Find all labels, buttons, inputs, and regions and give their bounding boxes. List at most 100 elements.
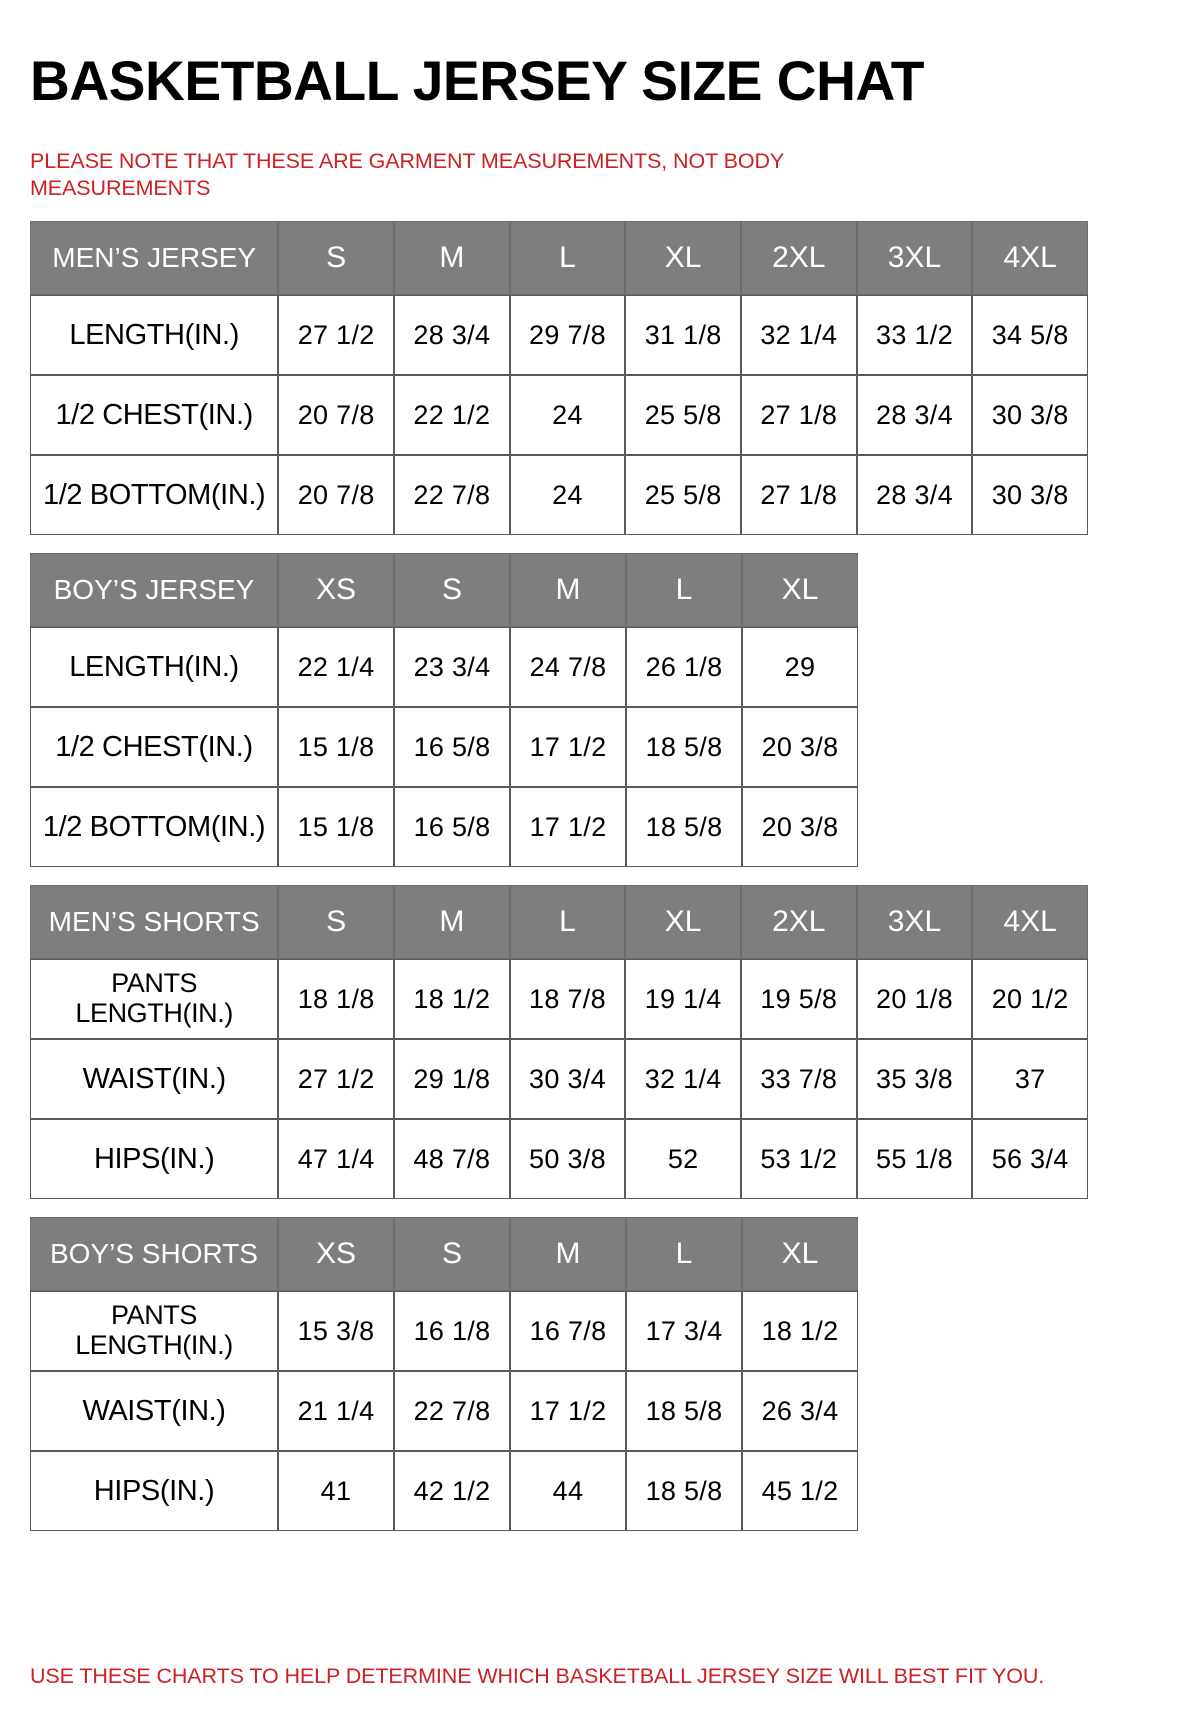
- size-column-header: 3XL: [856, 220, 973, 295]
- measurement-value: 24 7/8: [510, 626, 626, 707]
- measurement-value: 19 1/4: [625, 958, 741, 1039]
- table-row: LENGTH(IN.) 22 1/4 23 3/4 24 7/8 26 1/8 29: [30, 626, 858, 707]
- measurement-label: 1/2 BOTTOM(IN.): [30, 454, 279, 535]
- measurement-value: 30 3/4: [509, 1038, 626, 1119]
- measurement-value: 22 1/2: [394, 374, 510, 455]
- table-corner-label: BOY’S SHORTS: [30, 1216, 278, 1291]
- measurement-value: 23 3/4: [394, 626, 510, 707]
- measurement-value: 20 1/8: [856, 958, 973, 1039]
- measurement-value: 25 5/8: [625, 454, 741, 535]
- measurement-value: 30 3/8: [972, 374, 1088, 455]
- measurement-label: HIPS(IN.): [30, 1450, 278, 1531]
- size-column-header: 3XL: [856, 884, 973, 959]
- measurement-value: 32 1/4: [625, 1038, 741, 1119]
- measurement-value: 27 1/2: [278, 1038, 394, 1119]
- measurement-value: 17 3/4: [626, 1290, 742, 1371]
- measurement-label-line2: LENGTH(IN.): [75, 997, 233, 1028]
- table-corner-label: BOY’S JERSEY: [30, 552, 278, 627]
- measurement-label-line1: PANTS: [111, 968, 198, 999]
- measurement-value: 16 7/8: [510, 1290, 626, 1371]
- size-column-header: S: [278, 884, 394, 959]
- table-row: 1/2 CHEST(IN.) 15 1/8 16 5/8 17 1/2 18 5/8 20…: [30, 706, 858, 787]
- table-row: LENGTH(IN.) 27 1/2 28 3/4 29 7/8 31 1/8 32 1/…: [30, 294, 1088, 375]
- measurement-value: 18 5/8: [626, 1450, 742, 1531]
- size-column-header: XL: [625, 884, 741, 959]
- measurement-value: 34 5/8: [972, 294, 1088, 375]
- table-row: 1/2 BOTTOM(IN.) 20 7/8 22 7/8 24 25 5/8 27 1/…: [30, 454, 1088, 535]
- size-column-header: M: [510, 552, 626, 627]
- size-column-header: S: [394, 552, 510, 627]
- measurement-value: 52: [625, 1118, 741, 1199]
- measurement-value: 17 1/2: [510, 706, 626, 787]
- measurement-label: WAIST(IN.): [30, 1038, 279, 1119]
- measurement-value: 32 1/4: [740, 294, 857, 375]
- measurement-value: 22 1/4: [278, 626, 394, 707]
- measurement-value: 33 7/8: [740, 1038, 857, 1119]
- size-table-boys-jersey: BOY’S JERSEY XS S M L XL LENGTH(IN.) 22 1/4 23 3…: [30, 552, 858, 867]
- measurement-value: 28 3/4: [856, 454, 973, 535]
- measurement-value: 35 3/8: [856, 1038, 973, 1119]
- measurement-value: 16 5/8: [394, 786, 510, 867]
- size-table-mens-jersey: MEN’S JERSEY S M L XL 2XL 3XL 4XL LENGTH(IN.) 27 …: [30, 220, 1088, 535]
- measurement-value: 20 3/8: [742, 706, 858, 787]
- size-column-header: XS: [278, 552, 394, 627]
- size-column-header: S: [394, 1216, 510, 1291]
- measurement-label: HIPS(IN.): [30, 1118, 279, 1199]
- measurement-value: 20 7/8: [278, 454, 394, 535]
- size-table-boys-shorts: BOY’S SHORTS XS S M L XL PANTS LENGTH(IN.) 15 3/…: [30, 1216, 858, 1531]
- footer-note: USE THESE CHARTS TO HELP DETERMINE WHICH…: [30, 1663, 1045, 1688]
- measurement-value: 29 7/8: [509, 294, 626, 375]
- measurement-value: 21 1/4: [278, 1370, 394, 1451]
- measurement-value: 29 1/8: [394, 1038, 510, 1119]
- table-row: PANTS LENGTH(IN.) 18 1/8 18 1/2 18 7/8 19 1/4…: [30, 958, 1088, 1039]
- measurement-label: 1/2 CHEST(IN.): [30, 374, 279, 455]
- table-header-row: MEN’S JERSEY S M L XL 2XL 3XL 4XL: [30, 220, 1088, 295]
- measurement-value: 16 1/8: [394, 1290, 510, 1371]
- size-column-header: L: [509, 884, 626, 959]
- measurement-value: 18 1/8: [278, 958, 394, 1039]
- measurement-value: 53 1/2: [740, 1118, 857, 1199]
- table-row: 1/2 BOTTOM(IN.) 15 1/8 16 5/8 17 1/2 18 5/8 2…: [30, 786, 858, 867]
- measurement-value: 26 3/4: [742, 1370, 858, 1451]
- measurement-value: 15 1/8: [278, 786, 394, 867]
- measurement-value: 19 5/8: [740, 958, 857, 1039]
- table-row: HIPS(IN.) 41 42 1/2 44 18 5/8 45 1/2: [30, 1450, 858, 1531]
- table-corner-label: MEN’S JERSEY: [30, 220, 279, 295]
- size-column-header: XL: [742, 1216, 858, 1291]
- table-header-row: MEN’S SHORTS S M L XL 2XL 3XL 4XL: [30, 884, 1088, 959]
- table-row: WAIST(IN.) 27 1/2 29 1/8 30 3/4 32 1/4 33 7/8…: [30, 1038, 1088, 1119]
- measurement-label: 1/2 CHEST(IN.): [30, 706, 278, 787]
- size-table-mens-shorts: MEN’S SHORTS S M L XL 2XL 3XL 4XL PANTS LENGTH(IN…: [30, 884, 1088, 1199]
- measurement-value: 25 5/8: [625, 374, 741, 455]
- measurement-value: 17 1/2: [510, 786, 626, 867]
- table-header-row: BOY’S SHORTS XS S M L XL: [30, 1216, 858, 1291]
- measurement-label: LENGTH(IN.): [30, 626, 278, 707]
- size-column-header: 4XL: [972, 220, 1088, 295]
- measurement-value: 24: [509, 374, 626, 455]
- size-column-header: M: [394, 884, 510, 959]
- size-chart-page: BASKETBALL JERSEY SIZE CHAT PLEASE NOTE …: [0, 38, 1200, 1717]
- table-corner-label: MEN’S SHORTS: [30, 884, 279, 959]
- measurement-value: 42 1/2: [394, 1450, 510, 1531]
- measurement-value: 18 5/8: [626, 1370, 742, 1451]
- size-column-header: S: [278, 220, 394, 295]
- measurement-value: 17 1/2: [510, 1370, 626, 1451]
- measurement-value: 20 3/8: [742, 786, 858, 867]
- measurement-value: 26 1/8: [626, 626, 742, 707]
- size-tables-container: MEN’S JERSEY S M L XL 2XL 3XL 4XL LENGTH(IN.) 27 …: [30, 220, 1170, 1531]
- table-row: WAIST(IN.) 21 1/4 22 7/8 17 1/2 18 5/8 26 3/4: [30, 1370, 858, 1451]
- measurement-value: 56 3/4: [972, 1118, 1088, 1199]
- measurement-value: 50 3/8: [509, 1118, 626, 1199]
- measurement-value: 22 7/8: [394, 1370, 510, 1451]
- page-title: BASKETBALL JERSEY SIZE CHAT: [30, 48, 924, 112]
- table-row: PANTS LENGTH(IN.) 15 3/8 16 1/8 16 7/8 17 3/4…: [30, 1290, 858, 1371]
- measurement-value: 47 1/4: [278, 1118, 394, 1199]
- measurement-value: 48 7/8: [394, 1118, 510, 1199]
- size-column-header: 2XL: [740, 884, 857, 959]
- measurement-value: 31 1/8: [625, 294, 741, 375]
- measurement-value: 55 1/8: [856, 1118, 973, 1199]
- garment-measurement-note: PLEASE NOTE THAT THESE ARE GARMENT MEASU…: [30, 148, 784, 201]
- measurement-value: 20 1/2: [972, 958, 1088, 1039]
- measurement-value: 29: [742, 626, 858, 707]
- measurement-value: 24: [509, 454, 626, 535]
